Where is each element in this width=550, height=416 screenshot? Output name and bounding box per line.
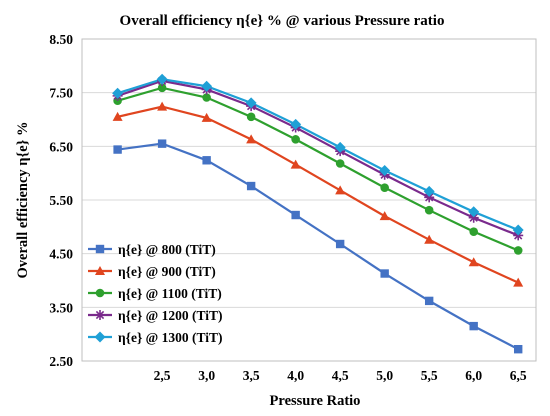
- data-point: [291, 210, 300, 220]
- data-point: [469, 227, 478, 236]
- data-point: [424, 234, 435, 244]
- y-tick-label: 6.50: [49, 139, 73, 154]
- y-tick-label: 3.50: [49, 300, 73, 315]
- legend-label: η{e} @ 1200 (TiT): [118, 308, 223, 323]
- data-point: [112, 111, 123, 121]
- series-line-4: [117, 78, 519, 232]
- legend-marker: [95, 266, 105, 275]
- data-point: [156, 73, 168, 85]
- data-point: [290, 118, 302, 130]
- legend-marker: [95, 310, 105, 320]
- x-tick-label: 3,0: [198, 368, 215, 383]
- y-tick-label: 4.50: [49, 247, 73, 262]
- x-tick-label: 5,5: [421, 368, 438, 383]
- data-point: [335, 239, 345, 249]
- x-tick-label: 4,5: [332, 368, 349, 383]
- data-point: [513, 246, 523, 255]
- series-line-1: [117, 105, 519, 284]
- x-tick-label: 6,0: [465, 368, 482, 383]
- x-axis-label: Pressure Ratio: [270, 393, 361, 409]
- data-point: [468, 212, 479, 223]
- data-point: [468, 206, 480, 218]
- data-point: [202, 93, 211, 102]
- data-point: [335, 159, 345, 168]
- data-point: [424, 296, 434, 306]
- tick-labels: 2.50 3.50 4.50 5.50 6.50 7.50 8.50 2,5 3,0 3,5 4,0…: [49, 32, 527, 383]
- legend-label: η{e} @ 900 (TiT): [118, 264, 216, 279]
- y-tick-label: 7.50: [49, 86, 73, 101]
- data-point: [335, 185, 346, 195]
- y-tick-label: 5.50: [49, 193, 73, 208]
- data-point: [157, 139, 167, 148]
- data-point: [202, 156, 211, 165]
- data-point: [157, 83, 167, 93]
- y-axis-label: Overall efficiency η{e} %: [15, 122, 31, 279]
- legend-marker: [95, 244, 105, 254]
- series-line-2: [117, 86, 519, 252]
- legend-marker: [94, 331, 106, 343]
- data-point: [424, 205, 434, 215]
- data-point: [334, 141, 346, 153]
- data-point: [468, 257, 479, 267]
- legend-label: η{e} @ 1100 (TiT): [118, 286, 222, 301]
- y-tick-label: 2.50: [49, 354, 73, 369]
- chart-title: Overall efficiency η{e} % @ various Pres…: [120, 13, 445, 29]
- data-point: [423, 185, 435, 197]
- data-point: [246, 112, 256, 122]
- data-point: [246, 134, 257, 144]
- series-line-3: [117, 79, 519, 237]
- legend-label: η{e} @ 1300 (TiT): [118, 330, 223, 345]
- plot-frame: [81, 38, 537, 362]
- data-point: [291, 135, 300, 144]
- data-point: [512, 224, 524, 236]
- data-point: [245, 97, 257, 109]
- data-point: [379, 164, 391, 176]
- x-tick-label: 4,0: [287, 368, 304, 383]
- legend: η{e} @ 800 (TiT) η{e} @ 900 (TiT) η{e} @ 1…: [88, 242, 223, 345]
- data-point: [469, 321, 478, 331]
- legend-label: η{e} @ 800 (TiT): [118, 242, 216, 257]
- data-point: [112, 87, 124, 99]
- x-tick-label: 3,5: [243, 368, 260, 383]
- data-point: [201, 112, 212, 122]
- y-tick-label: 8.50: [49, 32, 73, 47]
- x-tick-label: 2,5: [154, 368, 171, 383]
- data-point: [201, 80, 213, 92]
- legend-marker: [95, 288, 105, 298]
- data-point: [157, 101, 168, 111]
- data-point: [290, 159, 301, 169]
- data-point: [380, 269, 389, 278]
- data-point: [113, 145, 122, 154]
- x-tick-label: 5,0: [376, 368, 393, 383]
- series-lines: [117, 78, 519, 351]
- data-point: [513, 344, 523, 354]
- data-point: [379, 211, 390, 221]
- series-markers: [112, 73, 524, 354]
- data-point: [513, 277, 524, 287]
- series-line-0: [117, 142, 519, 351]
- data-point: [380, 183, 389, 192]
- x-tick-label: 6,5: [510, 368, 527, 383]
- data-point: [424, 192, 435, 203]
- data-point: [246, 181, 256, 191]
